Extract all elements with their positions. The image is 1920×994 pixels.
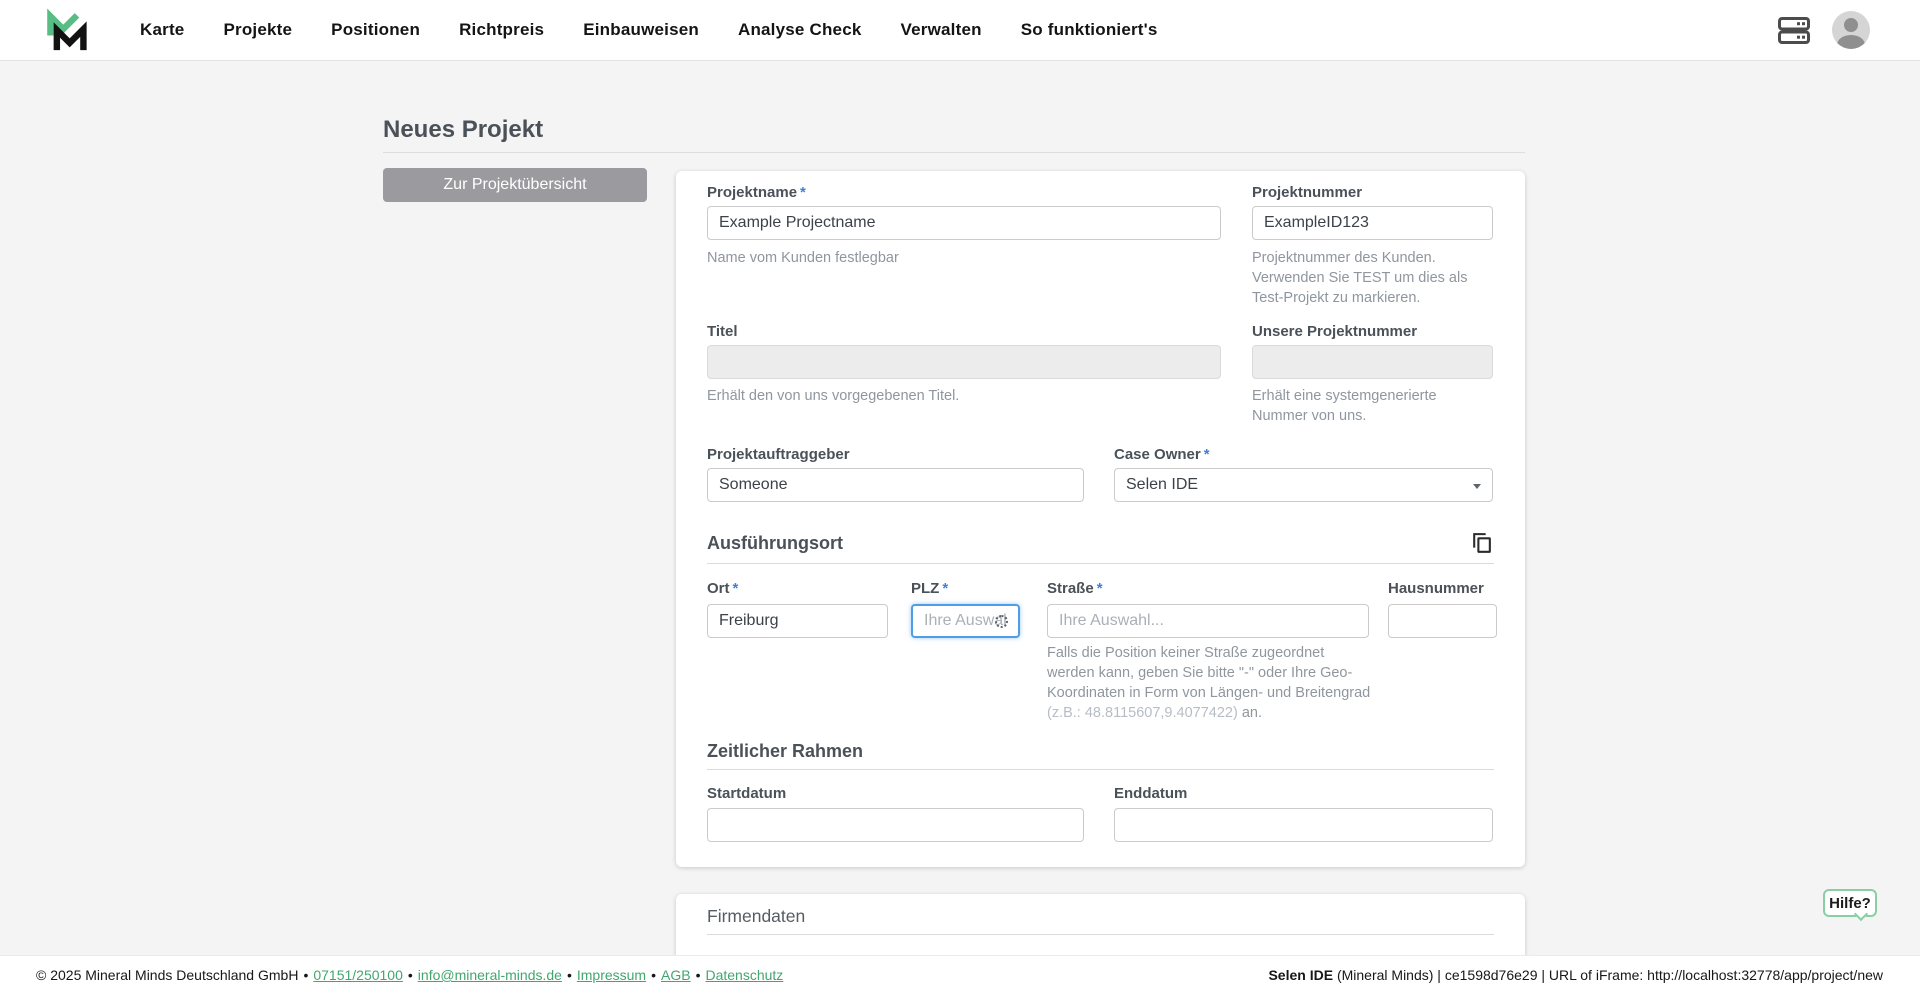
projektname-helper: Name vom Kunden festlegbar: [707, 250, 899, 266]
nav-item-analyse-check[interactable]: Analyse Check: [737, 20, 862, 39]
email-link[interactable]: info@mineral-minds.de: [417, 967, 562, 983]
copyright-text: © 2025 Mineral Minds Deutschland GmbH: [36, 967, 299, 983]
title-divider: [383, 152, 1525, 153]
nav-item-verwalten[interactable]: Verwalten: [900, 20, 982, 39]
case-owner-selected-value: Selen IDE: [1126, 476, 1199, 493]
titel-label: Titel: [707, 323, 738, 340]
page-title: Neues Projekt: [383, 116, 544, 143]
titel-input: [707, 345, 1221, 379]
ausfuehrungsort-heading: Ausführungsort: [707, 533, 843, 553]
section-divider: [707, 769, 1494, 770]
firmendaten-heading: Firmendaten: [707, 906, 806, 926]
required-asterisk: *: [1203, 446, 1210, 463]
nav-item-karte[interactable]: Karte: [140, 20, 185, 39]
separator-dot: •: [651, 967, 656, 983]
required-asterisk: *: [1096, 580, 1103, 597]
main-menu: Karte Projekte Positionen Richtpreis Ein…: [140, 20, 1158, 40]
loading-spinner-icon: [995, 615, 1008, 628]
back-to-project-overview-button[interactable]: Zur Projektübersicht: [383, 168, 647, 202]
unsere-projektnummer-helper: Erhält eine systemgenerierte Nummer von …: [1252, 388, 1437, 424]
impressum-link[interactable]: Impressum: [576, 967, 647, 983]
strasse-helper: Falls die Position keiner Straße zugeord…: [1047, 645, 1371, 721]
strasse-input[interactable]: [1047, 604, 1369, 638]
nav-item-richtpreis[interactable]: Richtpreis: [459, 20, 545, 39]
footer-left: © 2025 Mineral Minds Deutschland GmbH • …: [36, 967, 783, 983]
nav-item-so-funktionierts[interactable]: So funktioniert's: [1020, 20, 1158, 39]
new-project-form-card: Projektname* Name vom Kunden festlegbar …: [676, 171, 1525, 867]
hausnummer-input[interactable]: [1388, 604, 1497, 638]
unsere-projektnummer-input: [1252, 345, 1493, 379]
separator-dot: •: [407, 967, 413, 983]
top-navbar: Karte Projekte Positionen Richtpreis Ein…: [0, 0, 1920, 61]
zeitlicher-rahmen-heading: Zeitlicher Rahmen: [707, 741, 864, 761]
section-divider: [707, 934, 1494, 935]
case-owner-select[interactable]: Selen IDE: [1114, 468, 1493, 502]
unsere-projektnummer-label: Unsere Projektnummer: [1252, 323, 1418, 340]
footer: © 2025 Mineral Minds Deutschland GmbH • …: [0, 955, 1920, 994]
projektnummer-helper: Projektnummer des Kunden. Verwenden Sie …: [1252, 250, 1468, 306]
required-asterisk: *: [732, 580, 739, 597]
footer-session-info: Selen IDE (Mineral Minds) | ce1598d76e29…: [1268, 967, 1883, 983]
separator-dot: •: [566, 967, 572, 983]
titel-helper: Erhält den von uns vorgegebenen Titel.: [707, 388, 960, 404]
separator-dot: •: [695, 967, 701, 983]
ort-label: Ort *: [707, 580, 739, 597]
user-avatar-icon[interactable]: [1832, 11, 1870, 49]
projektname-label: Projektname *: [707, 184, 806, 201]
nav-item-positionen[interactable]: Positionen: [331, 20, 421, 39]
copy-icon: [1473, 533, 1491, 553]
datenschutz-link[interactable]: Datenschutz: [705, 967, 784, 983]
section-divider: [707, 563, 1494, 564]
footer-user-name: Selen IDE: [1268, 967, 1334, 983]
projektnummer-input[interactable]: [1252, 206, 1493, 240]
server-icon[interactable]: [1778, 16, 1810, 44]
case-owner-label: Case Owner *: [1114, 446, 1210, 463]
nav-item-einbauweisen[interactable]: Einbauweisen: [583, 20, 699, 39]
enddatum-label: Enddatum: [1114, 785, 1188, 802]
required-asterisk: *: [942, 580, 949, 597]
enddatum-input[interactable]: [1114, 808, 1493, 842]
nav-item-projekte[interactable]: Projekte: [223, 20, 293, 39]
separator-dot: •: [303, 967, 309, 983]
help-button[interactable]: Hilfe?: [1823, 889, 1877, 917]
ort-input[interactable]: [707, 604, 888, 638]
mineral-minds-logo-icon[interactable]: [44, 7, 88, 53]
agb-link[interactable]: AGB: [661, 967, 691, 983]
copy-address-button[interactable]: [1469, 531, 1494, 556]
chevron-down-icon: [1473, 484, 1481, 489]
plz-label: PLZ *: [911, 580, 949, 597]
strasse-label: Straße *: [1047, 580, 1103, 597]
projektname-input[interactable]: [707, 206, 1221, 240]
phone-link[interactable]: 07151/250100: [313, 967, 403, 983]
projektauftraggeber-input[interactable]: [707, 468, 1084, 502]
required-asterisk: *: [800, 184, 806, 201]
startdatum-input[interactable]: [707, 808, 1084, 842]
projektnummer-label: Projektnummer: [1252, 184, 1363, 201]
startdatum-label: Startdatum: [707, 785, 787, 802]
footer-session-detail: (Mineral Minds) | ce1598d76e29 | URL of …: [1333, 967, 1883, 983]
projektauftraggeber-label: Projektauftraggeber: [707, 446, 850, 463]
hausnummer-label: Hausnummer: [1388, 580, 1484, 597]
